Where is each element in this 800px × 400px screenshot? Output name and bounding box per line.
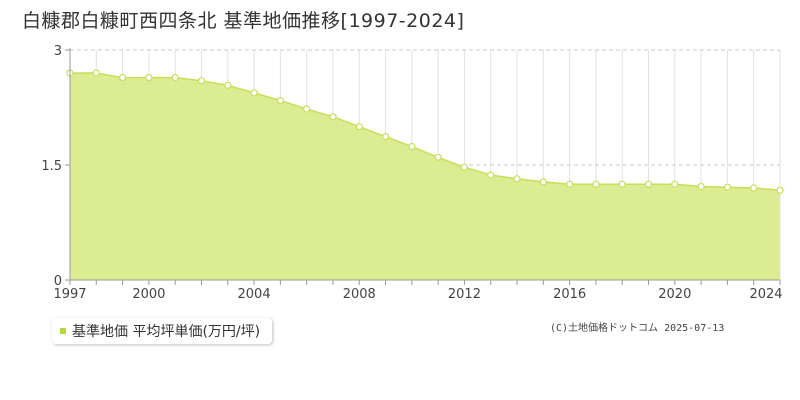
series-markers (66, 69, 784, 194)
y-ticks: 01.53 (41, 44, 70, 289)
data-point (776, 186, 784, 194)
data-point (303, 105, 311, 113)
data-point (723, 183, 732, 191)
data-point (118, 73, 127, 82)
data-point (382, 133, 390, 141)
data-point (434, 153, 442, 161)
data-point (355, 123, 363, 131)
copyright: (C)土地価格ドットコム 2025-07-13 (550, 323, 725, 334)
data-point (592, 180, 600, 188)
data-point (565, 180, 574, 188)
y-tick-label: 1.5 (41, 159, 62, 174)
data-point (697, 182, 705, 191)
legend-swatch (60, 328, 66, 334)
y-tick-label: 0 (54, 274, 62, 289)
x-tick-label: 2012 (448, 287, 481, 302)
x-tick-label: 2016 (553, 287, 586, 302)
data-point (276, 96, 284, 105)
x-tick-label: 1997 (53, 287, 86, 302)
data-point (750, 184, 758, 192)
data-point (329, 113, 337, 121)
data-point (539, 178, 547, 186)
data-point (618, 180, 626, 188)
x-tick-label: 2000 (132, 287, 165, 302)
series-area (70, 73, 780, 280)
data-point (408, 143, 416, 151)
x-tick-label: 2008 (343, 287, 376, 302)
y-tick-label: 3 (54, 44, 62, 59)
data-point (197, 77, 206, 85)
data-point (644, 180, 653, 188)
data-point (224, 81, 232, 89)
data-point (460, 163, 468, 171)
x-tick-label: 2024 (749, 287, 782, 302)
x-ticks: 1997 2000 2004 2008 2012 2016 2020 2024 (53, 280, 783, 302)
data-point (250, 89, 258, 97)
data-point (171, 73, 179, 82)
data-point (513, 175, 521, 183)
data-point (487, 171, 495, 179)
data-point (92, 69, 100, 77)
data-point (145, 73, 153, 82)
data-point (671, 180, 679, 188)
series-line (70, 72, 781, 192)
legend-label: 基準地価 平均坪単価(万円/坪) (72, 324, 261, 340)
axes (69, 48, 780, 281)
x-tick-label: 2020 (658, 287, 691, 302)
x-tick-label: 2004 (238, 287, 271, 302)
page-title: 白糠郡白糠町西四条北 基準地価推移[1997-2024] (22, 10, 465, 32)
legend: 基準地価 平均坪単価(万円/坪) (52, 318, 273, 344)
